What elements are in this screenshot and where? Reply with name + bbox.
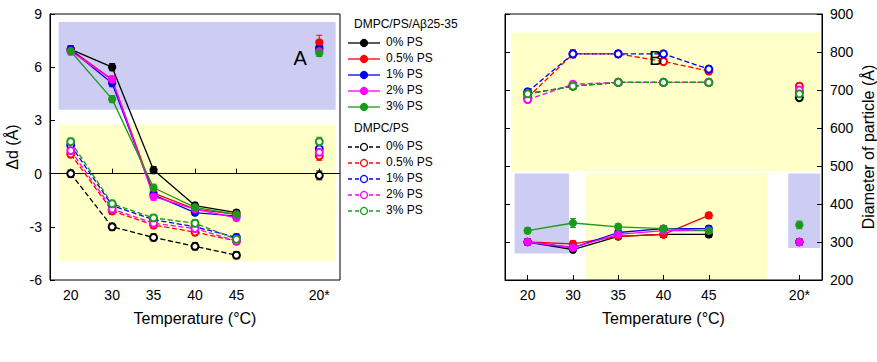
- svg-text:45: 45: [229, 287, 245, 303]
- svg-text:20: 20: [520, 287, 536, 303]
- svg-text:B: B: [649, 47, 662, 69]
- svg-text:30: 30: [565, 287, 581, 303]
- svg-text:0% PS: 0% PS: [386, 35, 423, 49]
- svg-text:2% PS: 2% PS: [386, 83, 423, 97]
- svg-text:20*: 20*: [789, 287, 811, 303]
- svg-text:200: 200: [830, 272, 854, 288]
- svg-text:-6: -6: [30, 272, 43, 288]
- svg-text:9: 9: [34, 6, 42, 22]
- svg-text:0.5% PS: 0.5% PS: [386, 155, 433, 169]
- svg-text:Δd (Å): Δd (Å): [3, 124, 21, 169]
- svg-text:6: 6: [34, 59, 42, 75]
- svg-text:Diameter of particle (Å): Diameter of particle (Å): [859, 65, 877, 230]
- svg-text:-3: -3: [30, 219, 43, 235]
- svg-text:400: 400: [830, 196, 854, 212]
- svg-text:35: 35: [610, 287, 626, 303]
- svg-text:800: 800: [830, 44, 854, 60]
- svg-text:0: 0: [34, 166, 42, 182]
- svg-text:40: 40: [656, 287, 672, 303]
- svg-text:0.5% PS: 0.5% PS: [386, 51, 433, 65]
- svg-text:0% PS: 0% PS: [386, 139, 423, 153]
- svg-text:DMPC/PS: DMPC/PS: [354, 121, 409, 135]
- svg-text:Temperature (°C): Temperature (°C): [602, 310, 725, 327]
- svg-text:20*: 20*: [309, 287, 331, 303]
- svg-text:1% PS: 1% PS: [386, 67, 423, 81]
- svg-text:40: 40: [187, 287, 203, 303]
- svg-text:600: 600: [830, 120, 854, 136]
- svg-text:300: 300: [830, 234, 854, 250]
- svg-text:DMPC/PS/Aβ25-35: DMPC/PS/Aβ25-35: [354, 17, 458, 31]
- svg-text:900: 900: [830, 6, 854, 22]
- svg-text:500: 500: [830, 158, 854, 174]
- svg-text:35: 35: [146, 287, 162, 303]
- svg-text:Temperature (°C): Temperature (°C): [134, 310, 257, 327]
- svg-text:3: 3: [34, 112, 42, 128]
- svg-text:A: A: [294, 47, 308, 69]
- svg-text:1% PS: 1% PS: [386, 171, 423, 185]
- svg-text:2% PS: 2% PS: [386, 187, 423, 201]
- svg-text:3% PS: 3% PS: [386, 99, 423, 113]
- svg-text:30: 30: [104, 287, 120, 303]
- svg-text:700: 700: [830, 82, 854, 98]
- svg-text:20: 20: [63, 287, 79, 303]
- svg-text:45: 45: [701, 287, 717, 303]
- svg-text:3% PS: 3% PS: [386, 203, 423, 217]
